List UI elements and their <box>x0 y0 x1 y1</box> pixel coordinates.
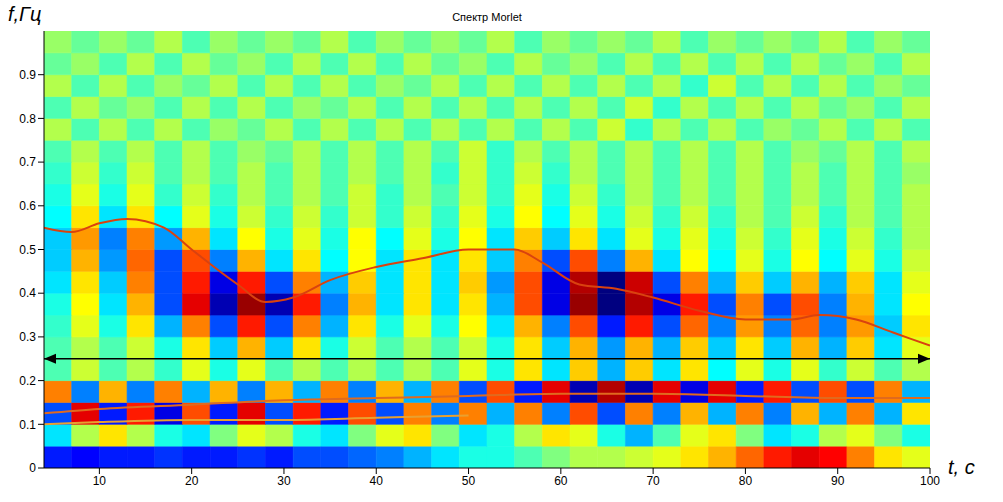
html-text:Спектр Morlet: Спектр Morlet <box>452 11 522 23</box>
svg-text:60: 60 <box>554 474 568 488</box>
svg-text:0.5: 0.5 <box>19 243 36 257</box>
svg-text:0.7: 0.7 <box>19 155 36 169</box>
svg-text:80: 80 <box>739 474 753 488</box>
svg-text:100: 100 <box>920 474 940 488</box>
svg-text:0.9: 0.9 <box>19 68 36 82</box>
svg-text:0.2: 0.2 <box>19 374 36 388</box>
svg-text:0.1: 0.1 <box>19 418 36 432</box>
svg-text:20: 20 <box>185 474 199 488</box>
svg-text:0.4: 0.4 <box>19 286 36 300</box>
html-text:f,Гц: f,Гц <box>8 3 42 25</box>
svg-text:40: 40 <box>370 474 384 488</box>
svg-text:70: 70 <box>646 474 660 488</box>
svg-text:10: 10 <box>93 474 107 488</box>
svg-text:50: 50 <box>462 474 476 488</box>
svg-text:0.6: 0.6 <box>19 199 36 213</box>
svg-text:0.3: 0.3 <box>19 330 36 344</box>
svg-text:0: 0 <box>29 461 36 475</box>
svg-text:0.8: 0.8 <box>19 112 36 126</box>
svg-text:90: 90 <box>831 474 845 488</box>
svg-text:30: 30 <box>277 474 291 488</box>
html-text:t, с: t, с <box>948 456 975 478</box>
